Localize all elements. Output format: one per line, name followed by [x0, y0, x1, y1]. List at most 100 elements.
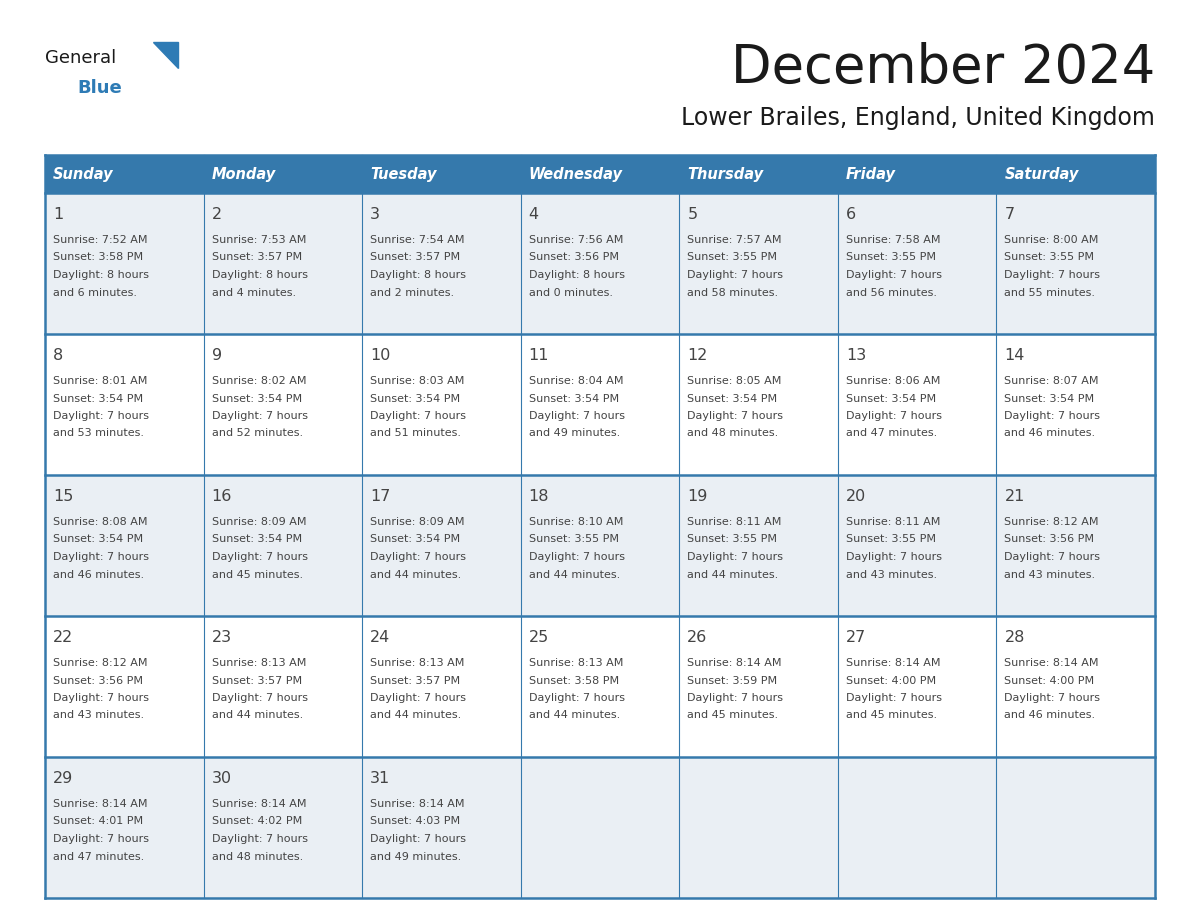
Text: Sunset: 3:55 PM: Sunset: 3:55 PM: [688, 534, 777, 544]
Text: and 45 minutes.: and 45 minutes.: [211, 569, 303, 579]
Text: and 43 minutes.: and 43 minutes.: [1004, 569, 1095, 579]
Text: Sunrise: 8:09 AM: Sunrise: 8:09 AM: [371, 517, 465, 527]
Text: and 48 minutes.: and 48 minutes.: [688, 429, 778, 439]
Text: Friday: Friday: [846, 166, 896, 182]
Text: Daylight: 8 hours: Daylight: 8 hours: [211, 270, 308, 280]
FancyBboxPatch shape: [45, 616, 1155, 757]
Text: Daylight: 7 hours: Daylight: 7 hours: [1004, 552, 1100, 562]
Text: Daylight: 7 hours: Daylight: 7 hours: [371, 411, 466, 421]
Text: Daylight: 8 hours: Daylight: 8 hours: [371, 270, 466, 280]
Text: and 46 minutes.: and 46 minutes.: [1004, 711, 1095, 721]
Text: 25: 25: [529, 630, 549, 645]
FancyBboxPatch shape: [680, 155, 838, 193]
Text: Sunrise: 8:07 AM: Sunrise: 8:07 AM: [1004, 376, 1099, 386]
Text: and 58 minutes.: and 58 minutes.: [688, 287, 778, 297]
Text: Sunset: 3:57 PM: Sunset: 3:57 PM: [211, 252, 302, 263]
Text: Sunset: 3:54 PM: Sunset: 3:54 PM: [53, 534, 143, 544]
Text: and 56 minutes.: and 56 minutes.: [846, 287, 937, 297]
Text: and 4 minutes.: and 4 minutes.: [211, 287, 296, 297]
Text: Wednesday: Wednesday: [529, 166, 623, 182]
Text: and 45 minutes.: and 45 minutes.: [688, 711, 778, 721]
Text: Lower Brailes, England, United Kingdom: Lower Brailes, England, United Kingdom: [681, 106, 1155, 130]
Text: and 53 minutes.: and 53 minutes.: [53, 429, 144, 439]
Text: and 51 minutes.: and 51 minutes.: [371, 429, 461, 439]
Text: 2: 2: [211, 207, 222, 222]
Text: Sunrise: 7:54 AM: Sunrise: 7:54 AM: [371, 235, 465, 245]
Text: 17: 17: [371, 489, 391, 504]
Text: 15: 15: [53, 489, 74, 504]
Text: Sunset: 3:56 PM: Sunset: 3:56 PM: [1004, 534, 1094, 544]
Text: Daylight: 7 hours: Daylight: 7 hours: [529, 552, 625, 562]
Text: Sunset: 4:01 PM: Sunset: 4:01 PM: [53, 816, 143, 826]
Text: and 55 minutes.: and 55 minutes.: [1004, 287, 1095, 297]
Text: and 2 minutes.: and 2 minutes.: [371, 287, 454, 297]
Text: 20: 20: [846, 489, 866, 504]
Text: Sunrise: 8:13 AM: Sunrise: 8:13 AM: [529, 658, 623, 668]
Text: 24: 24: [371, 630, 391, 645]
Text: Daylight: 7 hours: Daylight: 7 hours: [371, 552, 466, 562]
Text: 23: 23: [211, 630, 232, 645]
Text: 27: 27: [846, 630, 866, 645]
Text: Sunset: 3:55 PM: Sunset: 3:55 PM: [529, 534, 619, 544]
Text: Daylight: 7 hours: Daylight: 7 hours: [53, 834, 148, 844]
Text: 7: 7: [1004, 207, 1015, 222]
Text: Sunset: 3:54 PM: Sunset: 3:54 PM: [846, 394, 936, 404]
Text: 8: 8: [53, 348, 63, 363]
Text: Sunrise: 8:14 AM: Sunrise: 8:14 AM: [688, 658, 782, 668]
Text: Sunrise: 8:14 AM: Sunrise: 8:14 AM: [1004, 658, 1099, 668]
Text: Sunset: 3:55 PM: Sunset: 3:55 PM: [846, 534, 936, 544]
Text: and 48 minutes.: and 48 minutes.: [211, 852, 303, 861]
Text: Sunrise: 8:02 AM: Sunrise: 8:02 AM: [211, 376, 307, 386]
Text: and 49 minutes.: and 49 minutes.: [529, 429, 620, 439]
Text: Sunrise: 7:53 AM: Sunrise: 7:53 AM: [211, 235, 307, 245]
Text: Sunset: 3:54 PM: Sunset: 3:54 PM: [211, 394, 302, 404]
Text: 16: 16: [211, 489, 232, 504]
Text: 3: 3: [371, 207, 380, 222]
Text: Daylight: 7 hours: Daylight: 7 hours: [688, 270, 783, 280]
Text: December 2024: December 2024: [731, 42, 1155, 94]
Text: Sunrise: 8:06 AM: Sunrise: 8:06 AM: [846, 376, 940, 386]
Text: Sunrise: 7:57 AM: Sunrise: 7:57 AM: [688, 235, 782, 245]
Text: and 6 minutes.: and 6 minutes.: [53, 287, 137, 297]
Text: and 44 minutes.: and 44 minutes.: [371, 569, 461, 579]
Text: and 44 minutes.: and 44 minutes.: [688, 569, 778, 579]
Text: 21: 21: [1004, 489, 1025, 504]
Text: 10: 10: [371, 348, 391, 363]
Text: Sunrise: 8:12 AM: Sunrise: 8:12 AM: [1004, 517, 1099, 527]
Text: Blue: Blue: [77, 79, 121, 97]
Text: Sunset: 3:59 PM: Sunset: 3:59 PM: [688, 676, 777, 686]
Text: Sunrise: 8:14 AM: Sunrise: 8:14 AM: [211, 799, 307, 809]
Text: Sunset: 3:56 PM: Sunset: 3:56 PM: [529, 252, 619, 263]
Text: Sunday: Sunday: [53, 166, 114, 182]
FancyBboxPatch shape: [45, 334, 1155, 475]
Text: Daylight: 8 hours: Daylight: 8 hours: [529, 270, 625, 280]
Text: General: General: [45, 49, 116, 67]
Text: and 49 minutes.: and 49 minutes.: [371, 852, 461, 861]
Text: 22: 22: [53, 630, 74, 645]
Text: 5: 5: [688, 207, 697, 222]
FancyBboxPatch shape: [203, 155, 362, 193]
Text: Sunrise: 7:56 AM: Sunrise: 7:56 AM: [529, 235, 623, 245]
Text: Daylight: 8 hours: Daylight: 8 hours: [53, 270, 148, 280]
Text: Sunset: 3:58 PM: Sunset: 3:58 PM: [529, 676, 619, 686]
Text: Daylight: 7 hours: Daylight: 7 hours: [53, 693, 148, 703]
Text: 6: 6: [846, 207, 857, 222]
Text: 29: 29: [53, 771, 74, 786]
Text: Daylight: 7 hours: Daylight: 7 hours: [1004, 411, 1100, 421]
Text: 14: 14: [1004, 348, 1025, 363]
Text: and 46 minutes.: and 46 minutes.: [53, 569, 144, 579]
FancyBboxPatch shape: [45, 193, 1155, 334]
Text: and 0 minutes.: and 0 minutes.: [529, 287, 613, 297]
Text: and 43 minutes.: and 43 minutes.: [846, 569, 937, 579]
Text: Thursday: Thursday: [688, 166, 764, 182]
Text: and 44 minutes.: and 44 minutes.: [529, 711, 620, 721]
Text: 12: 12: [688, 348, 708, 363]
Text: Sunrise: 8:13 AM: Sunrise: 8:13 AM: [211, 658, 307, 668]
Text: Monday: Monday: [211, 166, 276, 182]
Text: and 44 minutes.: and 44 minutes.: [529, 569, 620, 579]
Text: Sunset: 3:56 PM: Sunset: 3:56 PM: [53, 676, 143, 686]
Text: Sunrise: 8:11 AM: Sunrise: 8:11 AM: [846, 517, 940, 527]
Text: 9: 9: [211, 348, 222, 363]
Text: Sunrise: 8:12 AM: Sunrise: 8:12 AM: [53, 658, 147, 668]
Text: Sunset: 3:54 PM: Sunset: 3:54 PM: [371, 534, 460, 544]
